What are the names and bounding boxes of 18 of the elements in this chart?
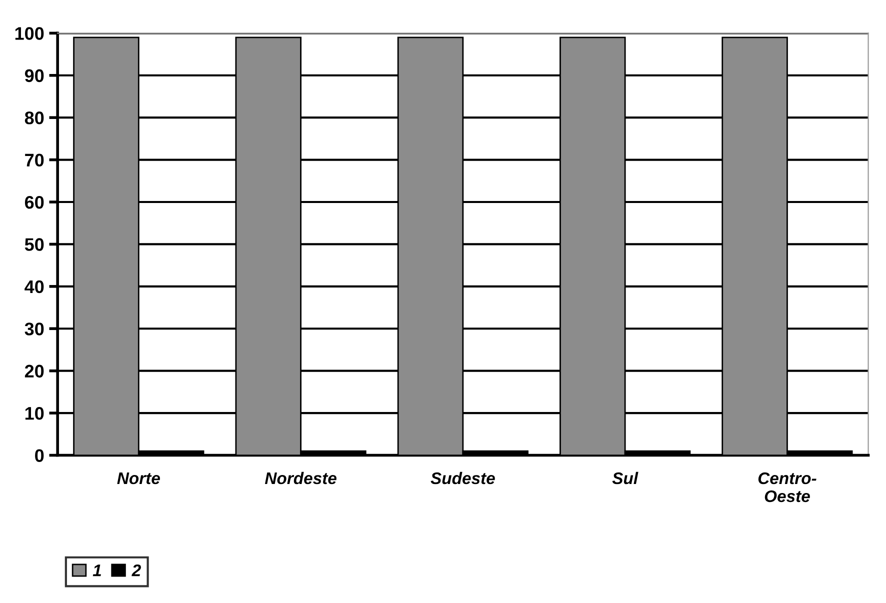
y-tick-label: 70 — [25, 154, 44, 167]
x-tick-label: Sul — [612, 472, 638, 484]
y-tick-label: 40 — [24, 280, 44, 294]
y-tick-label: 10 — [25, 406, 44, 420]
y-tick-label: 80 — [24, 112, 44, 124]
legend-label: 1 — [92, 564, 101, 576]
y-tick-label: 30 — [24, 322, 44, 336]
y-tick-label: 100 — [15, 27, 44, 40]
x-tick-label: Centro-Oeste — [758, 472, 816, 502]
legend-label: 2 — [132, 564, 141, 576]
y-tick-label: 0 — [35, 449, 44, 462]
x-tick-label: Sudeste — [430, 472, 495, 484]
y-tick-label: 50 — [24, 238, 44, 251]
x-tick-label: Norte — [117, 472, 160, 484]
x-tick-label: Nordeste — [264, 472, 336, 484]
y-tick-label: 20 — [24, 364, 44, 378]
y-tick-label: 90 — [24, 69, 44, 82]
y-tick-label: 60 — [24, 196, 44, 209]
